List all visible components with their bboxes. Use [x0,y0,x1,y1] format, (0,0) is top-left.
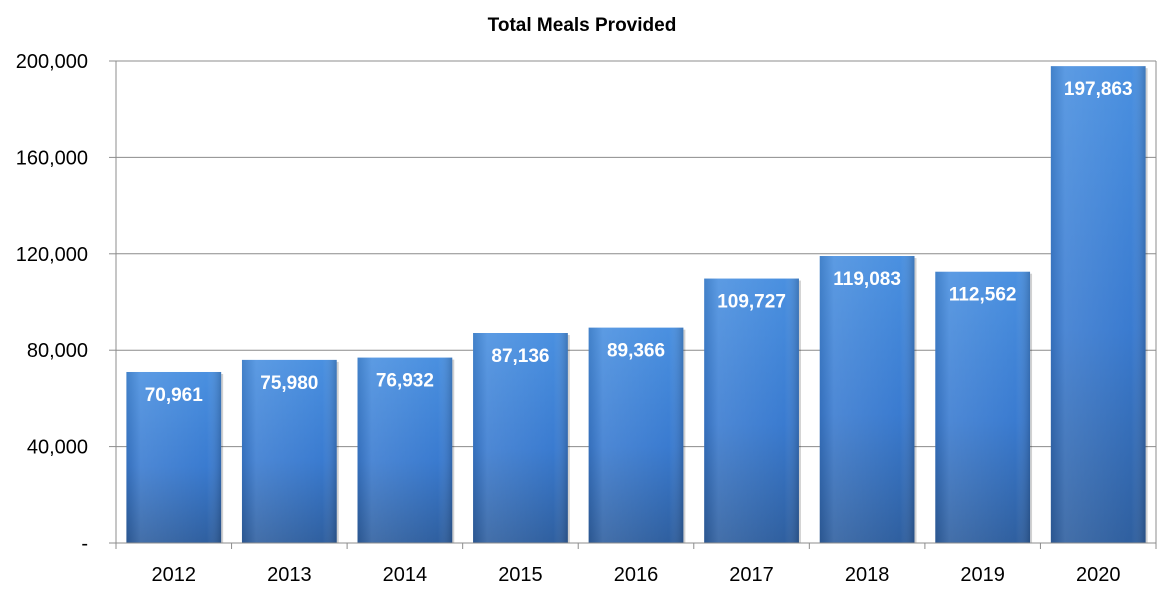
bar-highlight [1050,66,1146,543]
bar-2013 [241,359,339,543]
data-labels: 70,961 75,980 76,932 87,136 89,366 109,727 119… [145,79,1133,406]
axes [109,60,1157,549]
bar-highlight [819,256,915,543]
x-tick-labels: 2012 2013 2014 2015 2016 2017 2018 2019 2020 [152,564,1121,586]
y-tick-label: - [81,533,88,555]
bar-highlight [126,371,222,543]
data-label: 112,562 [949,285,1017,306]
x-tick-label: 2015 [498,564,543,586]
y-tick-label: 200,000 [16,51,88,73]
bars [126,66,1148,543]
data-label: 109,727 [717,292,786,313]
chart-title: Total Meals Provided [488,15,677,36]
data-label: 87,136 [491,346,549,367]
x-tick-label: 2020 [1076,564,1121,586]
x-tick-label: 2014 [383,564,428,586]
x-tick-label: 2012 [152,564,197,586]
x-tick-label: 2013 [267,564,312,586]
bar-2018 [819,256,917,543]
data-label: 197,863 [1064,79,1133,100]
y-tick-labels: - 40,000 80,000 120,000 160,000 200,000 [16,51,88,555]
bar-highlight [473,333,568,543]
bar-2020 [1050,66,1148,543]
y-tick-label: 160,000 [16,147,88,169]
x-tick-label: 2018 [845,564,890,586]
bar-2017 [704,278,801,543]
data-label: 119,083 [833,269,901,290]
bar-highlight [357,357,453,543]
x-tick-label: 2019 [960,564,1005,586]
data-label: 70,961 [145,385,204,406]
y-tick-label: 120,000 [16,244,88,266]
bar-2016 [588,327,686,543]
x-tick-label: 2016 [614,564,659,586]
y-tick-label: 80,000 [27,340,88,362]
bar-2019 [935,271,1033,543]
y-tick-label: 40,000 [27,437,88,459]
bar-2014 [357,357,455,543]
data-label: 89,366 [607,341,665,362]
bar-highlight [704,278,799,543]
x-tick-label: 2017 [729,564,774,586]
data-label: 76,932 [376,371,434,392]
data-label: 75,980 [260,373,318,394]
bar-highlight [588,327,684,543]
bar-highlight [241,359,337,543]
bar-2012 [126,371,224,543]
bar-2015 [473,333,570,543]
bar-highlight [935,271,1031,543]
